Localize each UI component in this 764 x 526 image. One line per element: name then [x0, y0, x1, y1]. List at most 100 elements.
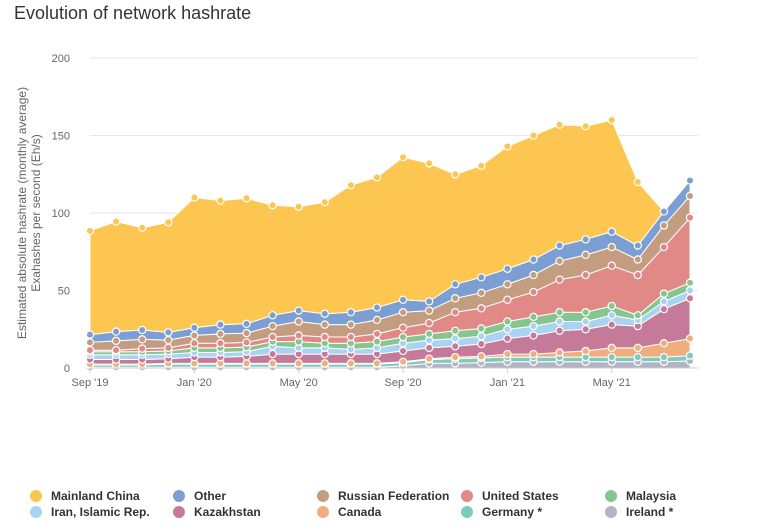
- legend-item[interactable]: Mainland China: [30, 488, 173, 503]
- point-united-states[interactable]: [503, 295, 512, 304]
- point-kazakhstan[interactable]: [659, 304, 669, 314]
- point-canada[interactable]: [685, 334, 695, 343]
- point-other[interactable]: [555, 241, 564, 250]
- point-malaysia[interactable]: [607, 301, 616, 311]
- point-iran-islamic-rep[interactable]: [659, 297, 669, 306]
- point-united-states[interactable]: [372, 329, 382, 339]
- point-malaysia[interactable]: [633, 311, 643, 320]
- point-united-states[interactable]: [451, 308, 460, 317]
- point-iran-islamic-rep[interactable]: [685, 286, 695, 295]
- point-mainland-china[interactable]: [398, 152, 408, 162]
- point-germany[interactable]: [607, 352, 616, 362]
- point-united-states[interactable]: [216, 339, 225, 348]
- point-malaysia[interactable]: [398, 332, 408, 342]
- point-united-states[interactable]: [607, 261, 616, 270]
- point-kazakhstan[interactable]: [685, 294, 695, 303]
- point-canada[interactable]: [451, 352, 460, 362]
- point-iran-islamic-rep[interactable]: [529, 321, 538, 331]
- legend-item[interactable]: United States: [461, 488, 605, 503]
- point-canada[interactable]: [503, 349, 512, 359]
- point-canada[interactable]: [424, 354, 434, 363]
- point-other[interactable]: [242, 319, 251, 329]
- legend-item[interactable]: Russian Federation: [317, 488, 461, 503]
- point-other[interactable]: [190, 323, 199, 332]
- legend-item[interactable]: Iran, Islamic Rep.: [30, 504, 173, 519]
- point-canada[interactable]: [529, 349, 538, 359]
- point-mainland-china[interactable]: [633, 177, 643, 187]
- point-united-states[interactable]: [164, 343, 173, 353]
- point-iran-islamic-rep[interactable]: [477, 332, 486, 341]
- point-russian-federation[interactable]: [555, 256, 564, 266]
- point-canada[interactable]: [372, 359, 382, 368]
- point-kazakhstan[interactable]: [268, 349, 277, 359]
- point-other[interactable]: [398, 295, 408, 304]
- legend-item[interactable]: Canada: [317, 504, 461, 519]
- point-mainland-china[interactable]: [242, 194, 251, 203]
- point-mainland-china[interactable]: [268, 201, 277, 210]
- point-mainland-china[interactable]: [320, 197, 329, 207]
- point-russian-federation[interactable]: [346, 320, 356, 329]
- point-other[interactable]: [111, 327, 121, 336]
- point-malaysia[interactable]: [685, 278, 695, 287]
- point-other[interactable]: [424, 297, 434, 306]
- point-russian-federation[interactable]: [607, 242, 616, 252]
- point-canada[interactable]: [320, 359, 329, 368]
- point-malaysia[interactable]: [503, 317, 512, 326]
- point-canada[interactable]: [633, 343, 643, 353]
- point-other[interactable]: [372, 303, 382, 312]
- point-other[interactable]: [137, 325, 147, 335]
- point-kazakhstan[interactable]: [398, 346, 408, 356]
- point-mainland-china[interactable]: [137, 223, 147, 232]
- point-mainland-china[interactable]: [190, 193, 199, 202]
- point-mainland-china[interactable]: [372, 173, 382, 182]
- point-other[interactable]: [581, 235, 590, 244]
- point-united-states[interactable]: [477, 304, 486, 313]
- point-mainland-china[interactable]: [216, 196, 225, 205]
- point-other[interactable]: [607, 227, 616, 236]
- point-russian-federation[interactable]: [294, 317, 303, 326]
- point-mainland-china[interactable]: [503, 142, 512, 151]
- point-canada[interactable]: [398, 357, 408, 366]
- point-iran-islamic-rep[interactable]: [581, 317, 590, 326]
- point-mainland-china[interactable]: [85, 226, 95, 236]
- point-other[interactable]: [685, 176, 695, 185]
- point-other[interactable]: [320, 309, 329, 318]
- point-russian-federation[interactable]: [477, 288, 486, 298]
- point-canada[interactable]: [268, 359, 277, 368]
- point-mainland-china[interactable]: [451, 170, 460, 179]
- point-russian-federation[interactable]: [216, 329, 225, 339]
- point-malaysia[interactable]: [451, 326, 460, 335]
- point-mainland-china[interactable]: [555, 120, 564, 129]
- point-russian-federation[interactable]: [685, 191, 695, 201]
- point-mainland-china[interactable]: [164, 218, 173, 227]
- point-russian-federation[interactable]: [581, 250, 590, 260]
- point-malaysia[interactable]: [555, 308, 564, 317]
- point-russian-federation[interactable]: [164, 335, 173, 345]
- point-russian-federation[interactable]: [268, 321, 277, 331]
- point-russian-federation[interactable]: [190, 331, 199, 340]
- point-other[interactable]: [451, 280, 460, 289]
- point-mainland-china[interactable]: [111, 217, 121, 226]
- point-kazakhstan[interactable]: [581, 325, 590, 334]
- point-canada[interactable]: [555, 348, 564, 357]
- point-kazakhstan[interactable]: [529, 331, 538, 340]
- point-russian-federation[interactable]: [424, 306, 434, 315]
- point-russian-federation[interactable]: [451, 294, 460, 303]
- point-canada[interactable]: [581, 346, 590, 356]
- point-united-states[interactable]: [581, 270, 590, 280]
- point-other[interactable]: [294, 306, 303, 315]
- point-kazakhstan[interactable]: [451, 342, 460, 351]
- point-other[interactable]: [164, 328, 173, 337]
- point-united-states[interactable]: [346, 332, 356, 342]
- point-other[interactable]: [477, 273, 486, 282]
- point-russian-federation[interactable]: [529, 270, 538, 280]
- point-russian-federation[interactable]: [320, 320, 329, 329]
- point-iran-islamic-rep[interactable]: [451, 334, 460, 343]
- point-malaysia[interactable]: [372, 337, 382, 346]
- point-kazakhstan[interactable]: [503, 334, 512, 343]
- point-united-states[interactable]: [320, 332, 329, 342]
- point-germany[interactable]: [685, 351, 695, 360]
- point-kazakhstan[interactable]: [607, 320, 616, 329]
- point-united-states[interactable]: [633, 270, 643, 280]
- legend-item[interactable]: Malaysia: [605, 488, 745, 503]
